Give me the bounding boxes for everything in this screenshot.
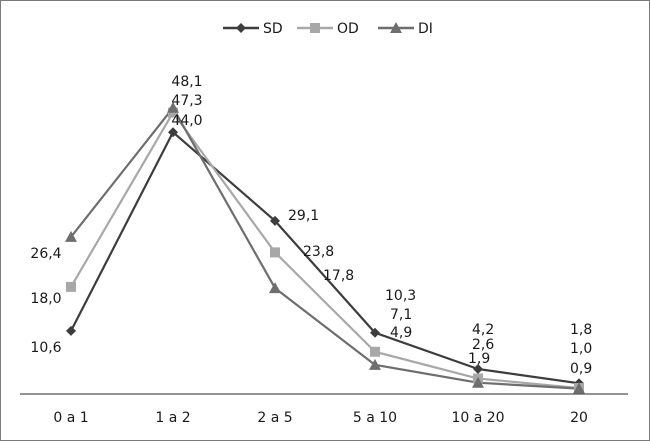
x-tick-label: 10 a 20	[451, 410, 504, 426]
series-markers	[65, 101, 585, 394]
x-axis: 0 a 1 1 a 2 2 a 5 5 a 10 10 a 20 20	[20, 393, 628, 426]
data-label-od: 1,0	[570, 341, 592, 357]
data-point-di	[269, 282, 281, 294]
data-point-sd	[66, 325, 76, 336]
data-label-di: 1,9	[468, 351, 490, 367]
data-point-sd	[370, 327, 380, 338]
x-tick-label: 1 a 2	[155, 410, 190, 426]
series-line-di	[70, 106, 580, 390]
data-point-sd	[270, 215, 280, 226]
series-line-sd	[70, 131, 580, 385]
x-tick-label: 2 a 5	[257, 410, 292, 426]
data-label-od: 2,6	[472, 337, 494, 353]
data-point-sd	[168, 127, 178, 138]
x-tick-label: 20	[570, 410, 588, 426]
legend-label-di: DI	[418, 21, 433, 37]
data-label-od: 18,0	[30, 291, 61, 307]
x-tick-label: 0 a 1	[53, 410, 88, 426]
data-label-od: 23,8	[303, 244, 334, 260]
legend-marker-di	[390, 22, 402, 33]
data-labels: 10,6 18,0 26,4 44,0 47,3 48,1 29,1 23,8 17,8 10,3…	[30, 74, 592, 377]
data-label-sd: 29,1	[288, 208, 319, 224]
chart-legend: SD OD DI	[223, 21, 433, 37]
data-label-di: 17,8	[323, 268, 354, 284]
legend-marker-sd	[236, 23, 246, 33]
data-label-od: 47,3	[171, 93, 202, 109]
data-label-di: 26,4	[30, 246, 61, 262]
data-point-sd	[473, 364, 483, 375]
data-label-sd: 10,6	[30, 340, 61, 356]
data-label-di: 0,9	[570, 361, 592, 377]
data-label-od: 7,1	[390, 307, 412, 323]
x-tick-label: 5 a 10	[353, 410, 397, 426]
data-label-sd: 4,2	[472, 322, 494, 338]
data-label-sd: 10,3	[385, 288, 416, 304]
data-point-od	[270, 247, 280, 258]
series-lines	[70, 106, 580, 390]
data-label-di: 4,9	[390, 325, 412, 341]
data-point-di	[167, 101, 179, 113]
legend-marker-od	[310, 23, 320, 33]
data-point-di	[472, 376, 484, 388]
legend-label-sd: SD	[263, 21, 283, 37]
data-label-di: 48,1	[171, 74, 202, 90]
data-label-sd: 1,8	[570, 322, 592, 338]
series-line-od	[70, 111, 580, 390]
data-point-di	[573, 382, 585, 394]
data-point-di	[369, 358, 381, 370]
data-label-sd: 44,0	[171, 113, 202, 129]
data-point-di	[65, 230, 77, 242]
legend-label-od: OD	[337, 21, 359, 37]
data-point-od	[66, 281, 76, 292]
data-point-od	[370, 346, 380, 357]
